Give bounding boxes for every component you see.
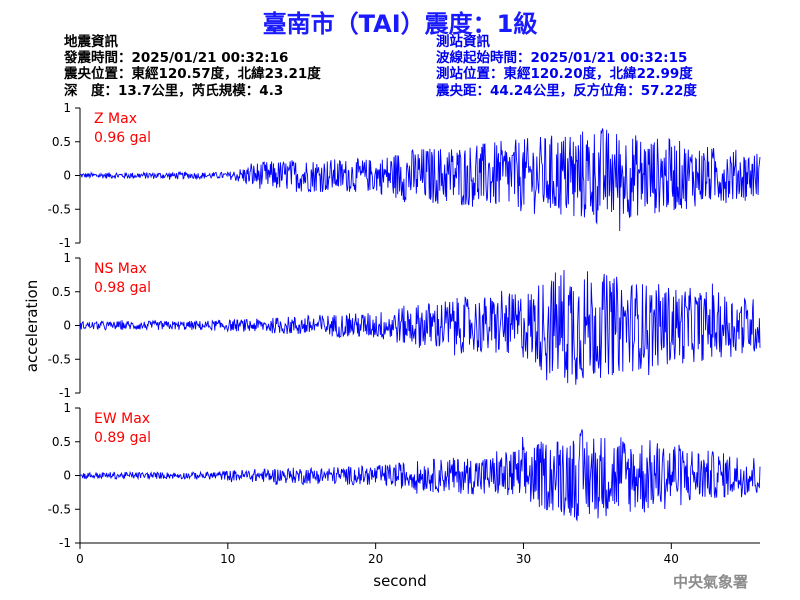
chart-title: 臺南市（TAI）震度：1級: [262, 10, 538, 38]
x-tick-label: 30: [516, 552, 531, 566]
depth-magnitude: 深 度：13.7公里，芮氏規模：4.3: [64, 82, 284, 99]
x-tick-label: 40: [664, 552, 679, 566]
y-tick-label: 0.5: [52, 135, 71, 149]
y-tick-label: 0.5: [52, 285, 71, 299]
component-label: NS Max: [94, 261, 147, 277]
waveform-trace-ns: [79, 270, 761, 385]
y-tick-label: 1: [63, 251, 71, 265]
y-tick-label: -1: [59, 536, 71, 550]
component-label: EW Max: [94, 411, 150, 427]
earthquake-info: 地震資訊 發震時間：2025/01/21 00:32:16 震央位置：東經120.5…: [64, 34, 321, 99]
waveform-trace-ew: [79, 429, 761, 522]
y-tick-label: 0: [63, 319, 71, 333]
distance-azimuth: 震央距：44.24公里，反方位角：57.22度: [436, 82, 697, 99]
epicenter-location: 震央位置：東經120.57度，北緯23.21度: [64, 66, 321, 83]
x-axis-title: second: [373, 572, 427, 590]
origin-time: 發震時間：2025/01/21 00:32:16: [64, 50, 289, 67]
wave-start-time: 波線起始時間：2025/01/21 00:32:15: [436, 50, 688, 67]
earthquake-info-heading: 地震資訊: [64, 34, 118, 50]
y-tick-label: 1: [63, 401, 71, 415]
y-tick-label: -1: [59, 386, 71, 400]
waveform-trace-z: [79, 127, 761, 232]
y-tick-label: -0.5: [48, 502, 71, 516]
y-tick-label: -0.5: [48, 352, 71, 366]
station-info: 測站資訊 波線起始時間：2025/01/21 00:32:15 測站位置：東經120…: [436, 34, 697, 99]
station-location: 測站位置：東經120.20度，北緯22.99度: [436, 66, 693, 83]
y-tick-label: -0.5: [48, 202, 71, 216]
y-tick-label: -1: [59, 236, 71, 250]
max-value-label: 0.89 gal: [94, 430, 151, 446]
agency-credit: 中央氣象署: [672, 573, 748, 591]
x-tick-label: 20: [368, 552, 383, 566]
component-label: Z Max: [94, 111, 137, 127]
max-value-label: 0.98 gal: [94, 280, 151, 296]
y-axis-title: acceleration: [23, 280, 41, 372]
y-tick-label: 1: [63, 101, 71, 115]
y-tick-label: 0: [63, 469, 71, 483]
max-value-label: 0.96 gal: [94, 130, 151, 146]
y-tick-label: 0: [63, 169, 71, 183]
station-info-heading: 測站資訊: [436, 34, 490, 50]
x-tick-label: 10: [220, 552, 235, 566]
x-tick-label: 0: [76, 552, 84, 566]
y-tick-label: 0.5: [52, 435, 71, 449]
